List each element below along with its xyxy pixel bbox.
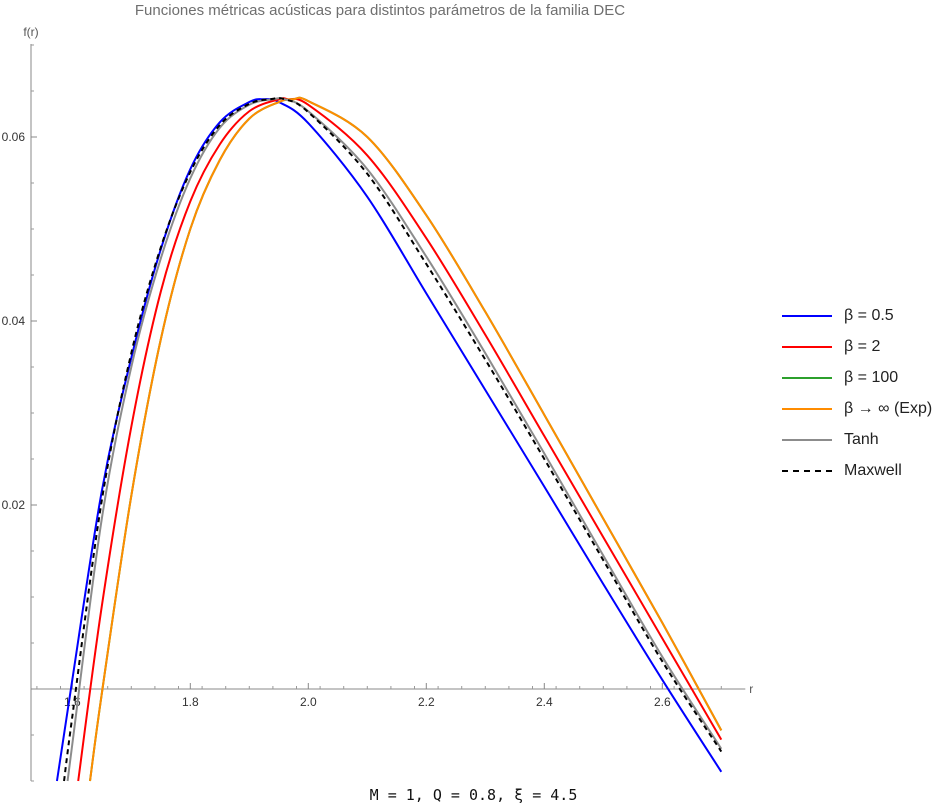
y-tick-label: 0.06: [2, 130, 26, 144]
series-line-tanh: [66, 97, 723, 782]
y-tick-label: 0.04: [2, 314, 26, 328]
parameter-caption: M = 1, Q = 0.8, ξ = 4.5: [369, 786, 578, 804]
legend-label: β = 2: [844, 337, 881, 355]
legend-label: β = 0.5: [844, 306, 894, 324]
x-tick-label: 2.0: [300, 695, 317, 709]
x-axis-label: r: [749, 682, 753, 696]
legend-label: β = 100: [844, 368, 899, 386]
y-axis-label: f(r): [23, 25, 38, 39]
legend-label: Tanh: [844, 430, 879, 448]
legend-item: β = 0.5: [782, 300, 932, 331]
y-tick-label: 0.02: [2, 498, 26, 512]
series-line-100: [89, 96, 723, 782]
x-tick-label: 2.2: [418, 695, 435, 709]
x-tick-label: 1.8: [182, 695, 199, 709]
legend-swatch: [782, 345, 832, 348]
curves: [55, 96, 723, 782]
chart-title: Funciones métricas acústicas para distin…: [134, 2, 626, 19]
legend-swatch: [782, 438, 832, 441]
legend-swatch: [782, 469, 832, 472]
legend-item: Maxwell: [782, 455, 932, 486]
series-line-2: [77, 97, 723, 782]
legend-item: β = 100: [782, 362, 932, 393]
legend-item: Tanh: [782, 424, 932, 455]
legend-swatch: [782, 407, 832, 410]
series-line-exp: [89, 96, 723, 782]
x-tick-label: 2.4: [536, 695, 553, 709]
x-tick-label: 2.6: [654, 695, 671, 709]
legend-label: β → ∞ (Exp): [844, 399, 933, 417]
legend-item: β = 2: [782, 331, 932, 362]
legend-item: β → ∞ (Exp): [782, 393, 932, 424]
series-line-maxwell: [63, 97, 723, 782]
legend-swatch: [782, 376, 832, 379]
legend-label: Maxwell: [844, 461, 902, 479]
legend-swatch: [782, 314, 832, 317]
series-line-0-5: [55, 98, 723, 782]
legend: β = 0.5 β = 2 β = 100 β → ∞ (Exp) Tanh Maxwel…: [782, 300, 932, 486]
